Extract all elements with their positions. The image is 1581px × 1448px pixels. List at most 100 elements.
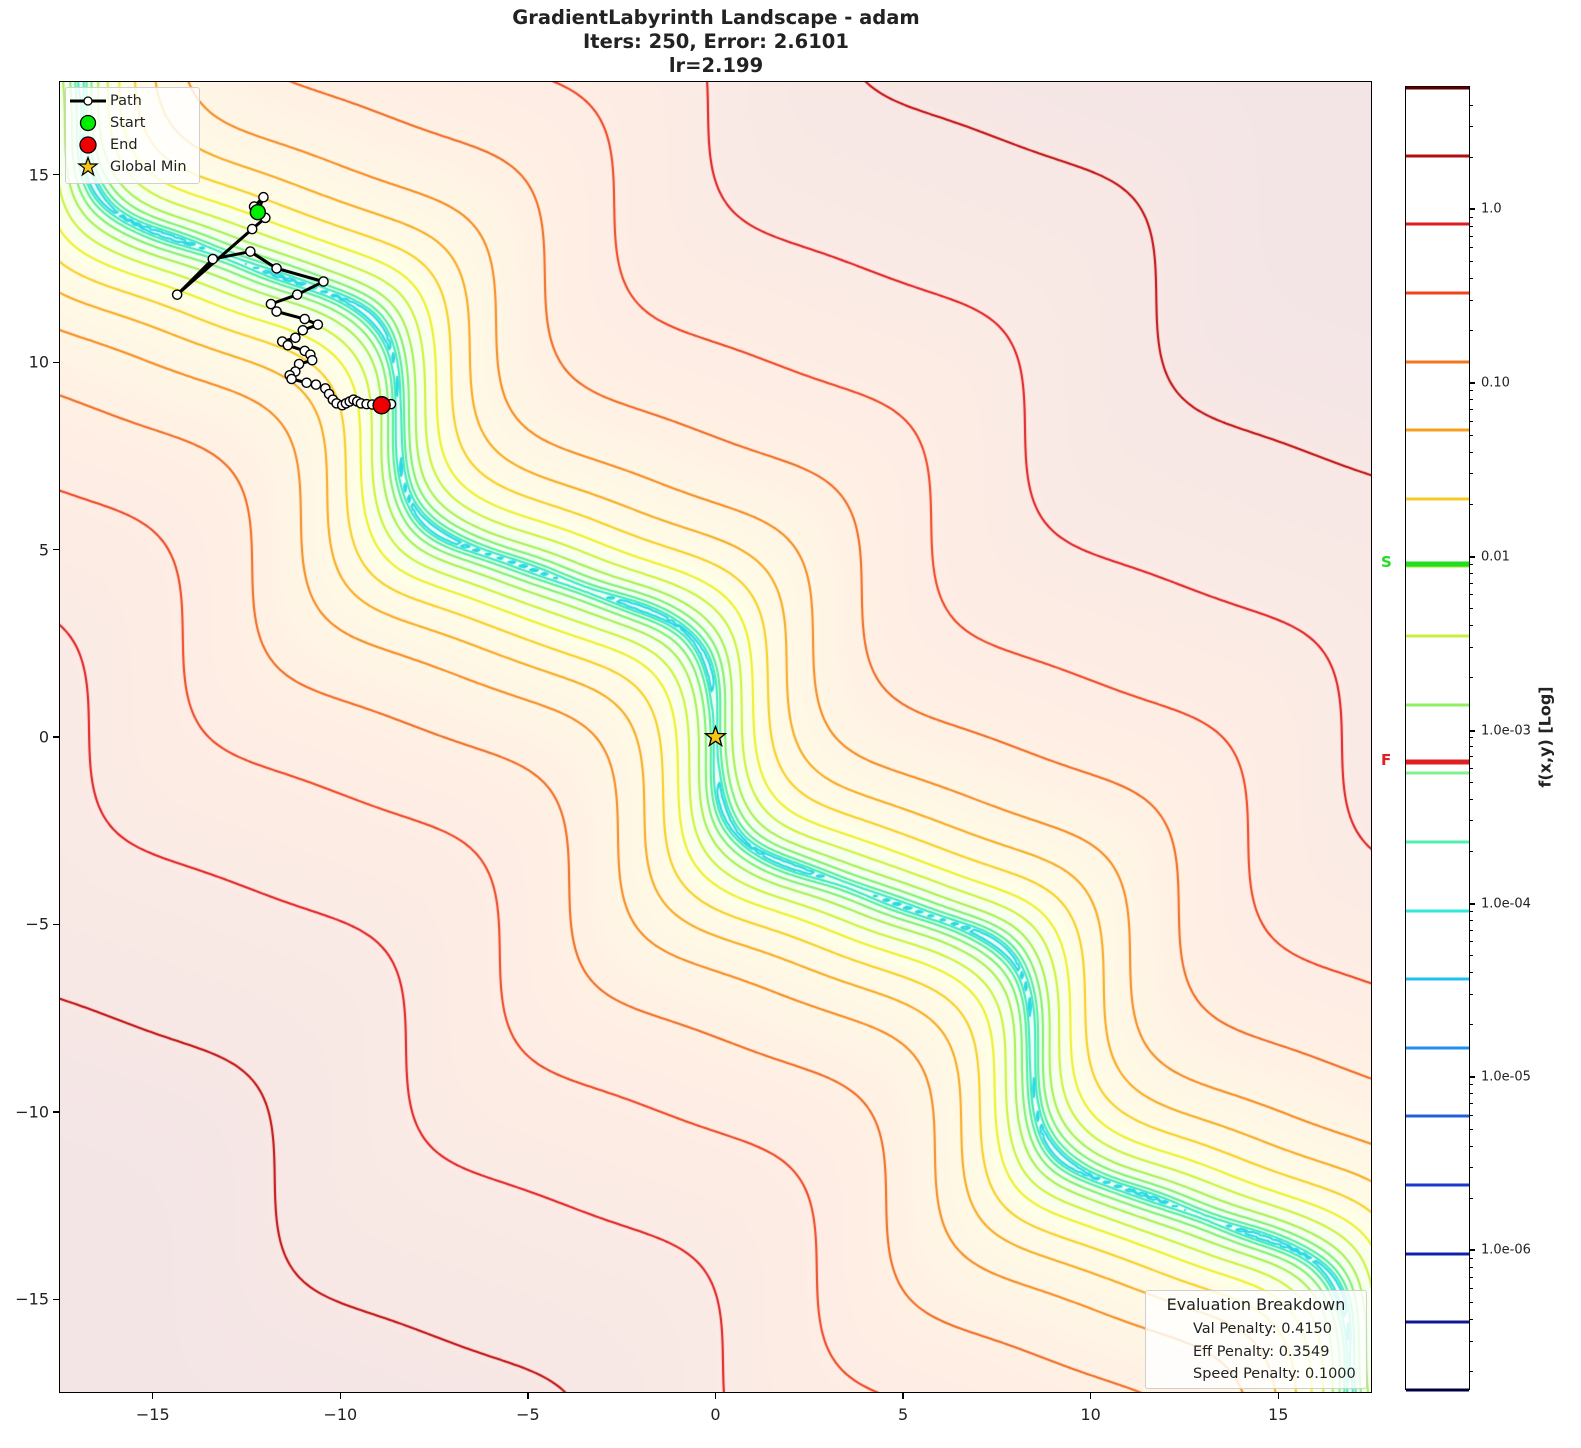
x-tick-label: 15: [1268, 1405, 1289, 1424]
legend-label-end: End: [110, 137, 138, 153]
colorbar-minor-tick: [1469, 737, 1473, 739]
x-tick-label: −5: [516, 1405, 540, 1424]
evaluation-breakdown-box: Evaluation Breakdown Val Penalty: 0.4150…: [1145, 1290, 1367, 1389]
y-tick-label: 10: [28, 352, 49, 372]
colorbar-minor-tick: [1469, 646, 1473, 648]
path-overlay: [171, 191, 728, 748]
colorbar-level-line: [1406, 1388, 1469, 1392]
colorbar-major-tick: [1469, 208, 1475, 210]
colorbar-marker-line: [1406, 561, 1469, 567]
colorbar-tick-label: 1.0: [1481, 201, 1502, 217]
colorbar-minor-tick: [1469, 941, 1473, 943]
colorbar-minor-tick: [1469, 473, 1473, 475]
x-tick: [1277, 1393, 1279, 1399]
colorbar-minor-tick: [1469, 1197, 1473, 1199]
path-point-marker: [271, 263, 282, 274]
val-penalty: Val Penalty: 0.4150: [1193, 1321, 1333, 1337]
colorbar-minor-tick: [1469, 563, 1473, 565]
colorbar-major-tick: [1469, 903, 1475, 905]
colorbar-major-tick: [1469, 1249, 1475, 1251]
colorbar-minor-tick: [1469, 756, 1473, 758]
colorbar-level-line: [1406, 497, 1469, 501]
colorbar-minor-tick: [1469, 126, 1473, 128]
colorbar-minor-tick: [1469, 1371, 1473, 1373]
colorbar-marker-f: F: [1381, 751, 1392, 769]
colorbar-minor-tick: [1469, 767, 1473, 769]
colorbar-level-line: [1406, 909, 1469, 913]
speed-penalty: Speed Penalty: 0.1000: [1193, 1366, 1356, 1382]
colorbar-level-line: [1406, 840, 1469, 844]
colorbar-level-line: [1406, 86, 1469, 90]
colorbar-minor-tick: [1469, 225, 1473, 227]
path-point-marker: [291, 289, 303, 300]
colorbar-minor-tick: [1469, 1266, 1473, 1268]
global-min-star-icon: [703, 724, 728, 748]
x-tick-label: 5: [897, 1405, 909, 1424]
legend: Path Start End Global Min: [65, 87, 200, 184]
y-tick: [53, 1298, 59, 1300]
colorbar-major-tick: [1469, 382, 1475, 384]
colorbar-level-line: [1406, 703, 1469, 707]
path-point-marker: [312, 319, 324, 330]
colorbar-minor-tick: [1469, 156, 1473, 158]
colorbar: [1405, 86, 1470, 1392]
green-circle-icon: [66, 113, 110, 133]
colorbar-minor-tick: [1469, 910, 1473, 912]
x-tick: [714, 1393, 717, 1399]
path-point-marker: [265, 298, 277, 310]
colorbar-tick-label: 0.10: [1481, 375, 1510, 391]
legend-label-start: Start: [110, 115, 146, 131]
y-tick-label: 5: [38, 540, 49, 560]
colorbar-minor-tick: [1469, 993, 1473, 995]
colorbar-level-line: [1406, 1320, 1469, 1324]
colorbar-level-line: [1406, 154, 1469, 158]
colorbar-tick-label: 0.01: [1481, 549, 1510, 565]
colorbar-major-tick: [1469, 556, 1475, 558]
colorbar-marker-line: [1406, 759, 1469, 765]
colorbar-minor-tick: [1469, 677, 1473, 679]
x-tick: [339, 1393, 342, 1399]
y-tick: [53, 923, 59, 926]
x-tick-label: −15: [135, 1405, 170, 1424]
start-marker: [249, 203, 267, 221]
path-point-marker: [246, 223, 258, 235]
legend-item-end: End: [66, 134, 138, 156]
colorbar-level-line: [1406, 977, 1469, 981]
colorbar-minor-tick: [1469, 409, 1473, 411]
colorbar-minor-tick: [1469, 1257, 1473, 1259]
x-tick: [1090, 1393, 1092, 1399]
colorbar-minor-tick: [1469, 1114, 1473, 1116]
colorbar-minor-tick: [1469, 1340, 1473, 1342]
colorbar-marker-s: S: [1381, 553, 1392, 571]
colorbar-minor-tick: [1469, 594, 1473, 596]
path-point-marker: [286, 373, 297, 385]
y-tick: [53, 1111, 59, 1113]
colorbar-minor-tick: [1469, 1276, 1473, 1278]
path-point-marker: [318, 276, 329, 287]
colorbar-minor-tick: [1469, 1288, 1473, 1290]
colorbar-minor-tick: [1469, 1145, 1473, 1147]
colorbar-minor-tick: [1469, 330, 1473, 332]
path-point-marker: [171, 289, 183, 300]
colorbar-level-line: [1406, 634, 1469, 638]
colorbar-minor-tick: [1469, 451, 1473, 453]
path-line-icon: [66, 95, 110, 107]
y-tick-label: 0: [38, 727, 49, 747]
colorbar-level-line: [1406, 771, 1469, 775]
colorbar-minor-tick: [1469, 1103, 1473, 1105]
colorbar-minor-tick: [1469, 247, 1473, 249]
path-point-marker: [271, 306, 282, 317]
legend-item-start: Start: [66, 112, 145, 134]
colorbar-minor-tick: [1469, 608, 1473, 610]
colorbar-minor-tick: [1469, 1024, 1473, 1026]
path-point-marker: [301, 377, 312, 389]
colorbar-minor-tick: [1469, 582, 1473, 584]
y-tick-label: −15: [15, 1289, 49, 1309]
colorbar-minor-tick: [1469, 434, 1473, 436]
path-point-marker: [297, 324, 309, 336]
y-tick-label: −10: [15, 1102, 49, 1122]
colorbar-minor-tick: [1469, 820, 1473, 822]
colorbar-label: f(x,y) [Log]: [1535, 686, 1555, 788]
y-tick-label: 15: [28, 165, 49, 185]
colorbar-minor-tick: [1469, 261, 1473, 263]
